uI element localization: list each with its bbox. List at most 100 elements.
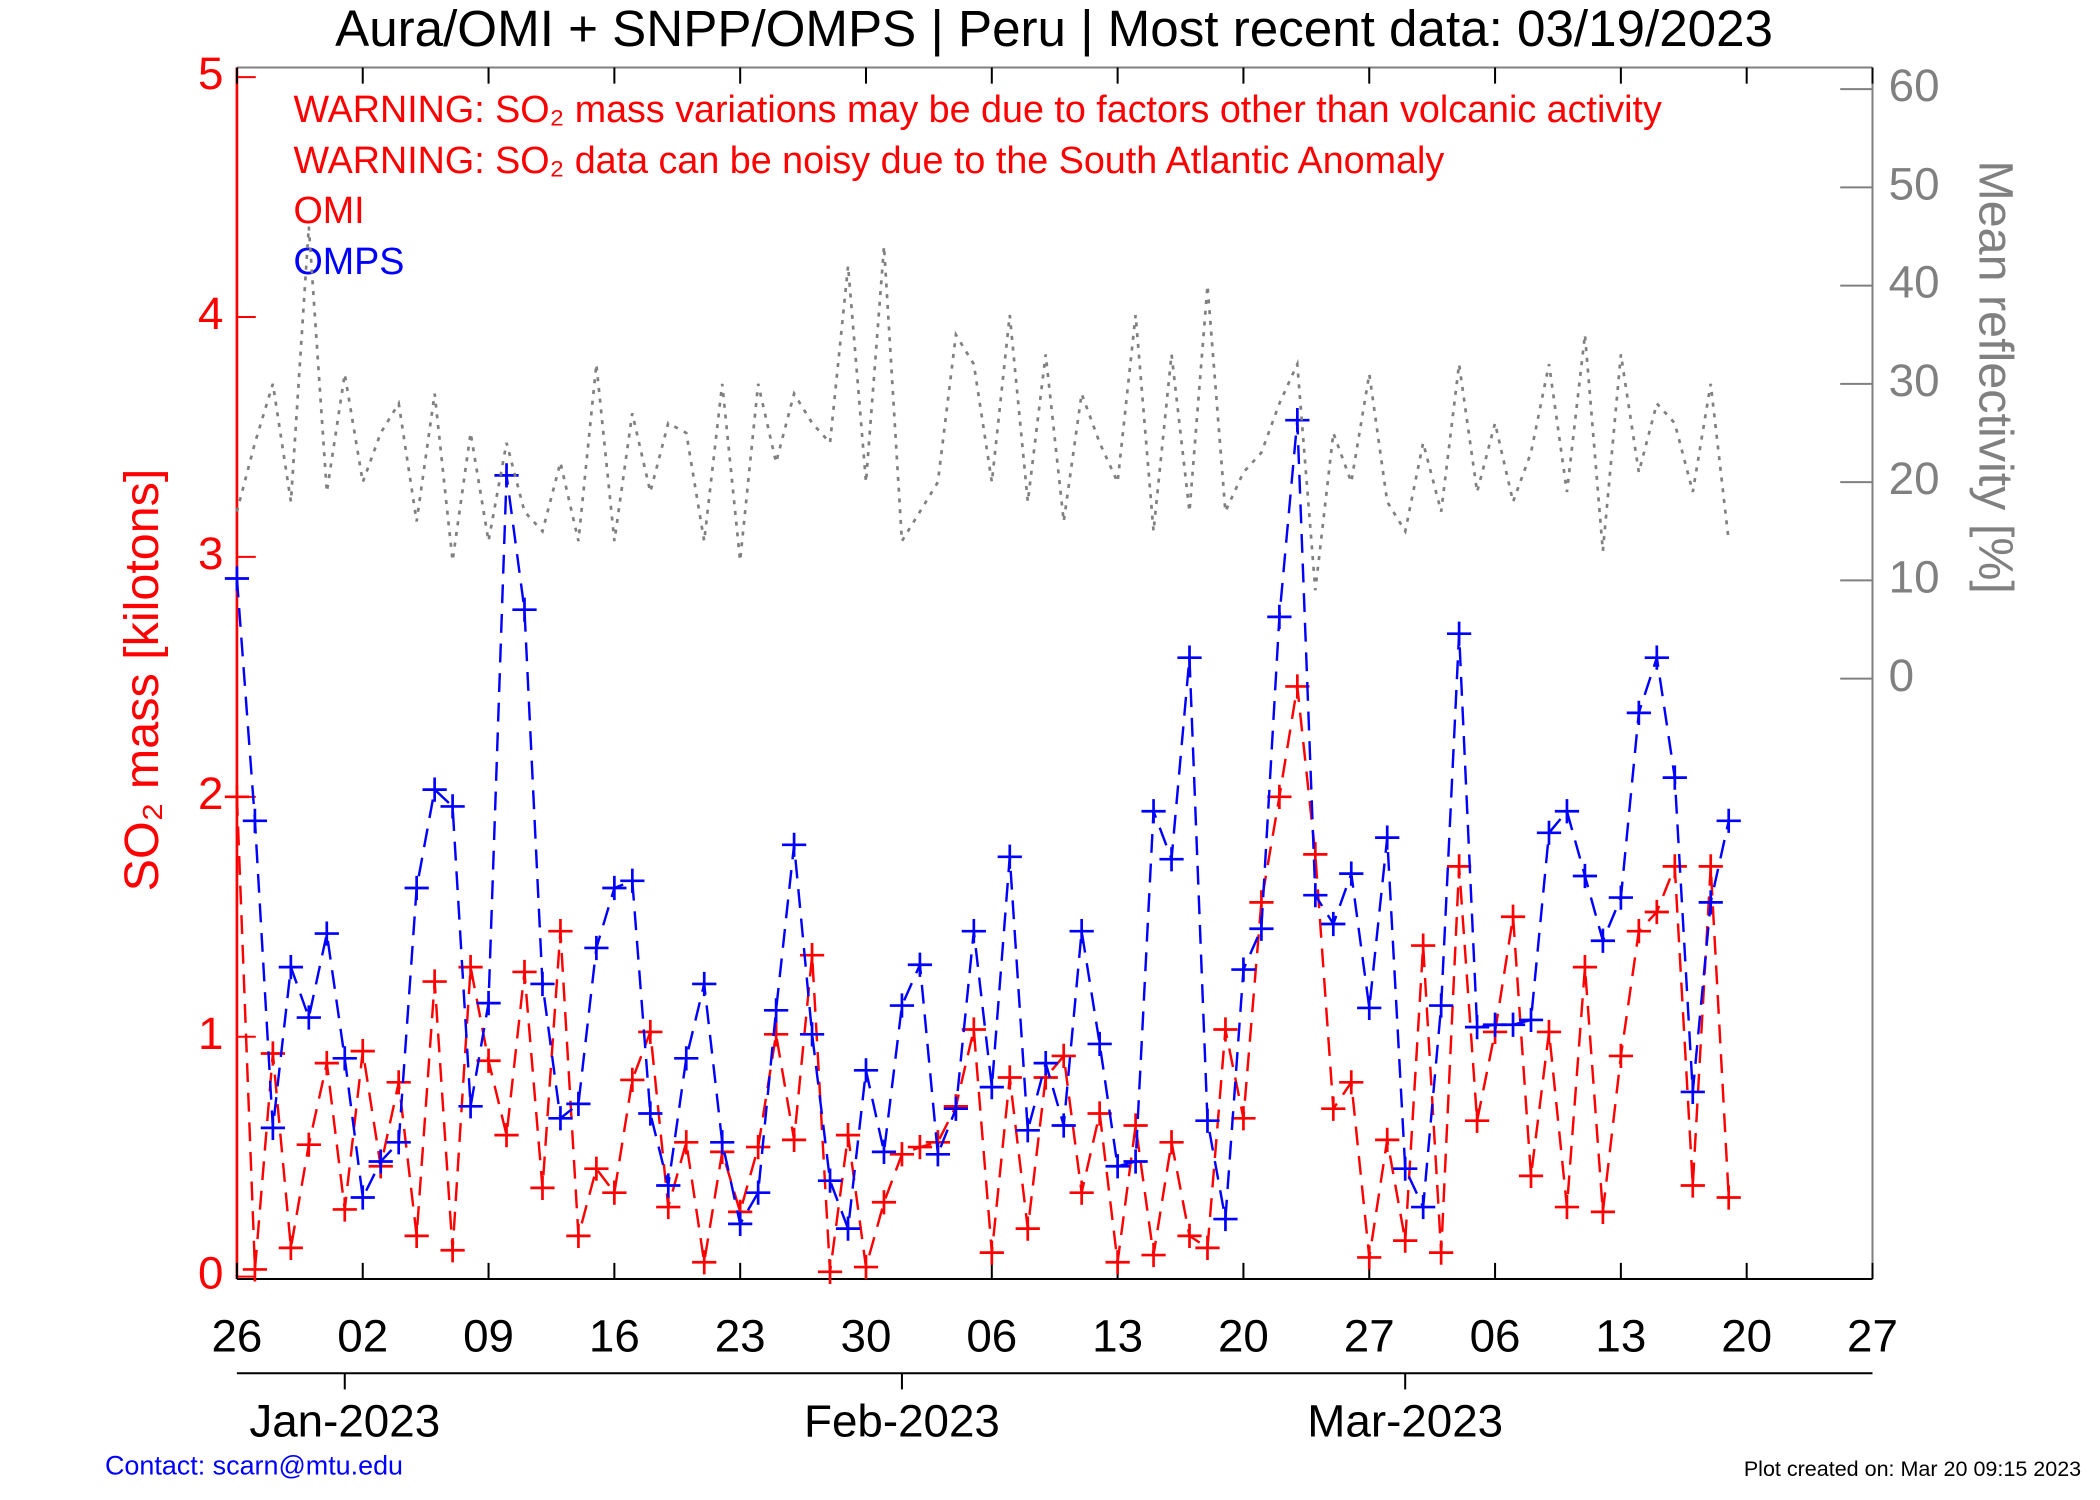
- data-point: [1069, 919, 1094, 944]
- data-point: [1572, 955, 1598, 980]
- data-point: [386, 1070, 411, 1095]
- data-point: [1411, 933, 1436, 958]
- data-point: [1033, 1051, 1058, 1076]
- data-point: [1195, 1108, 1220, 1133]
- month-tick-label: Mar-2023: [1307, 1396, 1503, 1447]
- data-point: [1716, 808, 1741, 833]
- data-point: [1177, 645, 1202, 670]
- data-point: [1123, 1113, 1148, 1138]
- data-point: [1249, 916, 1274, 941]
- x-tick-label: 02: [337, 1311, 388, 1362]
- data-point: [1698, 854, 1723, 879]
- data-point: [494, 1122, 519, 1148]
- data-point: [764, 1022, 789, 1047]
- data-point: [1087, 1101, 1112, 1126]
- data-point: [1051, 1043, 1076, 1069]
- data-point: [296, 1132, 321, 1157]
- data-point: [1662, 854, 1687, 879]
- data-point: [1464, 1108, 1490, 1133]
- y2-tick-label: 40: [1889, 257, 1940, 308]
- data-point: [728, 1211, 753, 1236]
- data-point: [422, 969, 447, 994]
- data-point: [1285, 408, 1310, 433]
- data-point: [1375, 1127, 1400, 1153]
- y2-tick-label: 0: [1889, 650, 1914, 701]
- data-point: [1357, 995, 1382, 1021]
- data-point: [530, 1175, 555, 1200]
- data-point: [1159, 847, 1184, 872]
- data-point: [566, 1223, 591, 1248]
- data-point: [440, 1238, 465, 1263]
- data-point: [674, 1046, 699, 1071]
- data-point: [1393, 1156, 1418, 1181]
- data-point: [1446, 854, 1472, 879]
- data-point: [224, 784, 250, 809]
- x-tick-label: 27: [1344, 1311, 1395, 1362]
- y-tick-label: 4: [198, 288, 223, 339]
- data-point: [1213, 1206, 1238, 1232]
- data-point: [224, 566, 250, 591]
- data-point: [314, 1051, 339, 1076]
- data-point: [440, 794, 465, 819]
- x-tick-label: 27: [1847, 1311, 1898, 1362]
- data-point: [1536, 1019, 1562, 1045]
- data-point: [979, 1240, 1004, 1265]
- data-point: [1500, 1012, 1526, 1037]
- data-point: [476, 991, 501, 1016]
- data-point: [907, 1134, 933, 1160]
- data-point: [1339, 861, 1364, 886]
- data-point: [1087, 1031, 1112, 1057]
- data-point: [404, 875, 429, 901]
- data-point: [1267, 784, 1292, 809]
- x-tick-label: 23: [715, 1311, 766, 1362]
- data-point: [1680, 1079, 1705, 1105]
- data-point: [1536, 820, 1562, 845]
- data-point: [835, 1122, 861, 1148]
- data-point: [692, 1250, 717, 1275]
- data-point: [979, 1074, 1004, 1100]
- data-point: [278, 1235, 303, 1260]
- data-point: [871, 1190, 897, 1215]
- data-point: [1321, 911, 1346, 937]
- data-point: [1698, 890, 1723, 915]
- y-tick-label: 5: [198, 48, 223, 99]
- data-point: [278, 955, 303, 980]
- x-tick-label: 13: [1595, 1311, 1646, 1362]
- data-point: [548, 1106, 573, 1131]
- y-tick-label: 3: [198, 528, 223, 579]
- data-point: [853, 1254, 879, 1280]
- data-point: [781, 832, 807, 857]
- data-point: [656, 1173, 681, 1198]
- y2-axis-label: Mean reflectivity [%]: [1969, 160, 2023, 594]
- data-point: [1393, 1228, 1418, 1253]
- data-point: [853, 1058, 879, 1083]
- data-point: [961, 1017, 986, 1042]
- data-point: [692, 971, 717, 997]
- y-tick-label: 2: [198, 768, 223, 819]
- data-point: [404, 1223, 429, 1248]
- data-point: [1572, 863, 1598, 889]
- data-point: [781, 1127, 807, 1153]
- data-point: [674, 1130, 699, 1155]
- data-point: [1069, 1180, 1094, 1205]
- month-tick-label: Feb-2023: [804, 1396, 1000, 1447]
- data-point: [1267, 604, 1292, 630]
- data-point: [422, 777, 447, 802]
- data-point: [638, 1019, 663, 1045]
- x-tick-label: 26: [211, 1311, 262, 1362]
- data-point: [1123, 1149, 1148, 1174]
- data-point: [799, 1022, 825, 1047]
- series-line: [235, 226, 1731, 591]
- data-point: [584, 1156, 609, 1181]
- data-point: [584, 935, 609, 961]
- data-point: [1429, 1240, 1454, 1265]
- data-point: [1213, 1017, 1238, 1042]
- data-point: [1375, 825, 1400, 850]
- data-point: [548, 919, 573, 944]
- data-point: [1177, 1223, 1202, 1248]
- data-point: [1105, 1154, 1130, 1179]
- data-point: [1141, 1242, 1166, 1268]
- data-point: [817, 1259, 843, 1284]
- data-point: [530, 971, 555, 997]
